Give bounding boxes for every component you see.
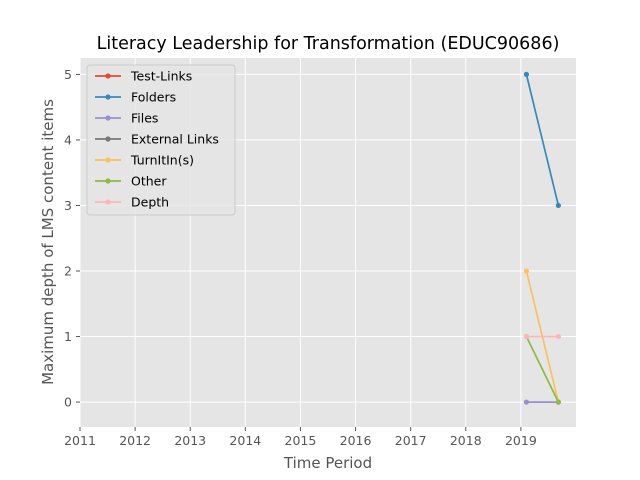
- x-tick-label: 2018: [450, 433, 482, 448]
- x-tick-label: 2019: [505, 433, 537, 448]
- legend-box: [86, 64, 236, 216]
- legend-label-other: Other: [131, 174, 167, 189]
- data-point-folders: [523, 71, 530, 77]
- data-point-folders: [555, 202, 561, 209]
- legend-label-depth: Depth: [131, 195, 169, 210]
- series-line-folders: [525, 74, 560, 206]
- data-point-other: [555, 399, 561, 405]
- legend-marker-folders: [105, 94, 111, 100]
- legend-label-folders: Folders: [131, 90, 176, 105]
- y-tick-label: 4: [64, 132, 72, 147]
- chart-title: Literacy Leadership for Transformation (…: [97, 34, 560, 54]
- x-tick-label: 2011: [64, 433, 96, 448]
- x-tick-label: 2016: [340, 433, 372, 448]
- legend-label-external-links: External Links: [131, 132, 219, 147]
- data-point-depth: [523, 333, 530, 340]
- legend-label-turnitin-s: TurnItIn(s): [130, 153, 194, 168]
- legend: Test-Links Folders Files External Links Turn…: [86, 64, 236, 216]
- y-tick-label: 5: [64, 67, 72, 82]
- x-tick-label: 2015: [285, 433, 317, 448]
- data-point-turnitin-s: [523, 268, 530, 274]
- x-tick-label: 2017: [395, 433, 427, 448]
- series-line-other: [525, 336, 560, 403]
- legend-marker-other: [105, 178, 111, 184]
- x-tick-label: 2014: [229, 433, 261, 448]
- x-tick-label: 2012: [119, 433, 151, 448]
- x-axis-label: Time Period: [283, 454, 372, 472]
- y-axis-label: Maximum depth of LMS content items: [39, 99, 57, 385]
- data-point-depth: [555, 333, 561, 340]
- legend-marker-turnitin-s: [105, 157, 111, 163]
- data-point-files: [523, 399, 530, 405]
- legend-marker-external-links: [105, 136, 111, 142]
- x-tick-label: 2013: [174, 433, 206, 448]
- y-tick-label: 3: [64, 198, 72, 213]
- legend-label-test-links: Test-Links: [130, 69, 192, 84]
- legend-marker-depth: [105, 199, 111, 205]
- legend-marker-files: [105, 115, 111, 121]
- y-tick-label: 2: [64, 264, 72, 279]
- legend-label-files: Files: [131, 111, 158, 126]
- x-axis-ticks: 2011 2012 2013 2014 2015 2016 2017 2018 2019: [64, 427, 537, 448]
- y-tick-label: 1: [64, 329, 72, 344]
- y-axis-ticks: 0 1 2 3 4 5: [64, 67, 80, 410]
- y-tick-label: 0: [64, 395, 72, 410]
- series-layer: [523, 71, 561, 405]
- legend-marker-test-links: [105, 73, 111, 79]
